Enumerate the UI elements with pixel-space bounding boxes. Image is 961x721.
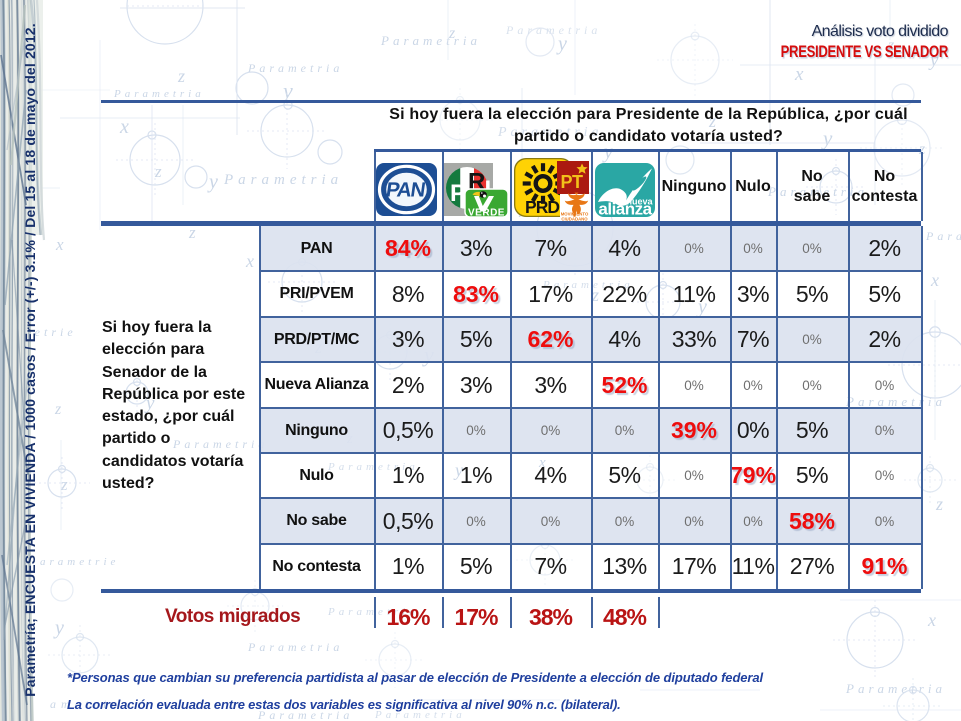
svg-text:Parametria: Parametria: [380, 33, 481, 48]
svg-text:Parametria: Parametria: [247, 61, 343, 75]
svg-text:PAN: PAN: [385, 179, 427, 202]
svg-text:P: P: [450, 180, 466, 207]
svg-text:y: y: [556, 33, 567, 55]
svg-text:Parametria: Parametria: [845, 394, 946, 409]
svg-text:y: y: [928, 50, 939, 71]
svg-text:Parametria: Parametria: [767, 184, 868, 199]
svg-text:Parametria: Parametria: [327, 461, 419, 473]
svg-text:z: z: [188, 223, 196, 242]
svg-text:VERDE: VERDE: [468, 208, 505, 219]
svg-text:y: y: [207, 171, 218, 193]
svg-text:z: z: [591, 285, 599, 305]
svg-text:nueva: nueva: [626, 197, 653, 207]
svg-text:a m e t r i a: a m e t r i a: [50, 697, 118, 711]
svg-text:z: z: [448, 25, 456, 42]
svg-text:x: x: [245, 251, 254, 271]
svg-text:z: z: [918, 141, 926, 158]
svg-text:y: y: [144, 393, 155, 414]
svg-text:Parametria: Parametria: [327, 606, 419, 618]
svg-text:z: z: [935, 494, 943, 514]
svg-text:z: z: [887, 37, 895, 54]
svg-text:Parametria: Parametria: [845, 681, 946, 696]
svg-text:arametrie: arametrie: [40, 556, 119, 568]
svg-text:z: z: [708, 111, 716, 131]
svg-text:y: y: [696, 296, 707, 318]
svg-text:Parametria: Parametria: [172, 437, 268, 451]
svg-text:PRD: PRD: [525, 197, 559, 217]
svg-text:Parametria: Parametria: [505, 23, 601, 37]
svg-text:Para: Para: [925, 229, 961, 243]
svg-text:z: z: [54, 401, 62, 418]
svg-text:x: x: [119, 116, 129, 138]
svg-text:Parametria: Parametria: [247, 640, 343, 654]
svg-text:z: z: [177, 66, 185, 86]
svg-text:PT: PT: [561, 172, 584, 192]
svg-text:y: y: [821, 126, 833, 150]
svg-text:Parametria: Parametria: [374, 709, 466, 721]
svg-text:z: z: [60, 475, 68, 494]
svg-text:y: y: [602, 141, 613, 163]
svg-text:x: x: [930, 270, 939, 290]
svg-text:Parametria: Parametria: [257, 708, 353, 721]
svg-text:z: z: [154, 162, 162, 181]
svg-text:Parametria: Parametria: [113, 88, 205, 100]
svg-text:alianza: alianza: [598, 200, 652, 218]
svg-text:Parametria: Parametria: [542, 279, 634, 291]
svg-text:Parametria: Parametria: [223, 172, 343, 188]
svg-text:x: x: [794, 64, 804, 85]
svg-text:y: y: [281, 78, 293, 103]
svg-text:CIUDADANO: CIUDADANO: [561, 216, 588, 221]
svg-text:y: y: [453, 460, 463, 480]
svg-text:x: x: [538, 455, 546, 471]
svg-text:x: x: [55, 235, 64, 254]
svg-text:y: y: [53, 617, 64, 639]
svg-text:MOVIMIENTO: MOVIMIENTO: [561, 212, 589, 217]
svg-text:x: x: [927, 610, 936, 630]
